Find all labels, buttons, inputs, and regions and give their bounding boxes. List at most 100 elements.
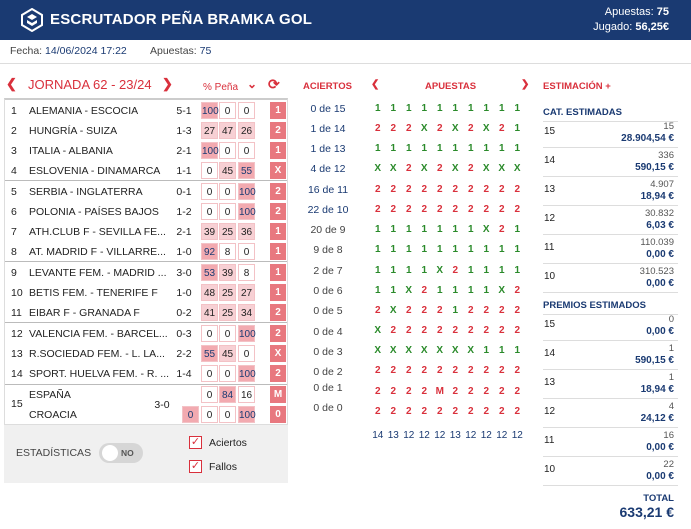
match-teams: SERBIA - INGLATERRA bbox=[29, 186, 143, 198]
apuesta-cell: X bbox=[420, 163, 428, 174]
apuesta-cell: 2 bbox=[498, 305, 505, 316]
pleno-row: 15 ESPAÑA CROACIA 3-0 0 84 16 0 0 0 100 M 0 bbox=[5, 384, 287, 424]
apuesta-cell: 1 bbox=[483, 143, 490, 154]
apuesta-cell: 1 bbox=[436, 285, 443, 296]
apuesta-cell: 2 bbox=[421, 386, 428, 397]
result-badge: 1 bbox=[270, 142, 286, 159]
apuesta-cell: 1 bbox=[436, 143, 443, 154]
pena-percent: 0 bbox=[219, 325, 236, 342]
match-teams: AT. MADRID F - VILLARRE... bbox=[29, 246, 166, 258]
pena-percent: 39 bbox=[201, 223, 218, 240]
aciertos-count: 16 de 11 bbox=[307, 184, 349, 196]
apuesta-cell: X bbox=[405, 285, 413, 296]
pena-percent: 25 bbox=[219, 223, 236, 240]
match-score: 0-1 bbox=[176, 186, 192, 198]
match-score: 3-0 bbox=[176, 267, 192, 279]
apuesta-cell: 1 bbox=[483, 345, 490, 356]
pena-percent: 0 bbox=[219, 102, 236, 119]
apuesta-cell: X bbox=[389, 163, 397, 174]
cat-label: 14 bbox=[544, 155, 556, 166]
app-title: ESCRUTADOR PEÑA BRAMKA GOL bbox=[50, 11, 313, 28]
prev-jornada-arrow-icon[interactable]: ❮ bbox=[6, 76, 17, 91]
match-number: 5 bbox=[11, 186, 17, 198]
apuesta-cell: 2 bbox=[405, 123, 412, 134]
apuesta-cell: X bbox=[498, 285, 506, 296]
premio-euros: 0,00 € bbox=[646, 471, 674, 482]
apuesta-cell: 1 bbox=[514, 265, 521, 276]
apuesta-cell: 1 bbox=[390, 244, 397, 255]
apuesta-cell: 2 bbox=[374, 204, 381, 215]
stats-label: ESTADÍSTICAS bbox=[16, 447, 92, 459]
match-number: 1 bbox=[11, 105, 17, 117]
pena-percent: 45 bbox=[219, 162, 236, 179]
match-teams: ATH.CLUB F - SEVILLA FE... bbox=[29, 226, 166, 238]
fallos-checkbox[interactable]: ✓ bbox=[189, 460, 202, 473]
aciertos-totals: 14 13 12 12 12 13 12 12 12 12 bbox=[370, 430, 525, 441]
match-teams: BETIS FEM. - TENERIFE F bbox=[29, 287, 158, 299]
apuesta-cell: 2 bbox=[452, 365, 459, 376]
result-badge: 1 bbox=[270, 264, 286, 281]
apuesta-cell: 2 bbox=[390, 325, 397, 336]
match-number: 3 bbox=[11, 145, 17, 157]
match-score: 2-1 bbox=[176, 145, 192, 157]
apuesta-cell: 2 bbox=[405, 325, 412, 336]
aciertos-count: 0 de 6 bbox=[313, 285, 343, 297]
match-row: 9 LEVANTE FEM. - MADRID ... 3-0 53 39 8 1 bbox=[5, 262, 287, 282]
pena-percent: 92 bbox=[201, 243, 218, 260]
refresh-icon[interactable]: ⟳ bbox=[268, 76, 280, 92]
match-score: 1-1 bbox=[176, 165, 192, 177]
result-badge: 1 bbox=[270, 243, 286, 260]
next-jornada-arrow-icon[interactable]: ❯ bbox=[162, 76, 173, 91]
apuesta-cell: 2 bbox=[405, 184, 412, 195]
match-score: 1-3 bbox=[176, 125, 192, 137]
result-badge: 2 bbox=[270, 325, 286, 342]
apuesta-cell: 1 bbox=[436, 224, 443, 235]
sort-chevron-down-icon[interactable]: ⌄ bbox=[247, 77, 258, 91]
result-badge: 1 bbox=[270, 102, 286, 119]
premio-row: 13 1 18,94 € bbox=[543, 371, 678, 399]
subheader: Fecha: 14/06/2024 17:22 Apuestas: 75 bbox=[0, 40, 691, 64]
apuesta-cell: 1 bbox=[390, 265, 397, 276]
prev-apuestas-arrow-icon[interactable]: ❮ bbox=[371, 79, 380, 90]
apuesta-cell: 2 bbox=[452, 184, 459, 195]
apuesta-cell: 2 bbox=[436, 163, 443, 174]
apuesta-cell: 1 bbox=[483, 285, 490, 296]
apuestas-header: APUESTAS bbox=[425, 81, 477, 92]
cat-row: 13 4.907 18,94 € bbox=[543, 178, 678, 206]
apuesta-cell: 2 bbox=[514, 386, 521, 397]
cat-euros: 18,94 € bbox=[640, 191, 674, 202]
pena-percent: 25 bbox=[219, 284, 236, 301]
pena-percent: 48 bbox=[201, 284, 218, 301]
apuesta-cell: X bbox=[389, 345, 397, 356]
next-apuestas-arrow-icon[interactable]: ❯ bbox=[521, 79, 530, 90]
total-value: 633,21 € bbox=[619, 504, 675, 520]
cat-euros: 590,15 € bbox=[635, 162, 674, 173]
apuesta-cell: X bbox=[389, 305, 397, 316]
pleno-home: ESPAÑA bbox=[29, 389, 71, 401]
apuesta-cell: 2 bbox=[405, 305, 412, 316]
apuesta-cell: 2 bbox=[498, 224, 505, 235]
cat-euros: 6,03 € bbox=[646, 220, 674, 231]
header-jugado: Jugado: 56,25€ bbox=[593, 21, 669, 33]
apuesta-cell: 1 bbox=[405, 244, 412, 255]
aciertos-total: 13 bbox=[449, 430, 461, 441]
match-teams: LEVANTE FEM. - MADRID ... bbox=[29, 267, 167, 279]
result-badge: 0 bbox=[270, 406, 286, 423]
apuesta-cell: 1 bbox=[483, 244, 490, 255]
aciertos-checkbox[interactable]: ✓ bbox=[189, 436, 202, 449]
stats-toggle[interactable]: NO bbox=[99, 443, 143, 463]
apuesta-cell: X bbox=[482, 163, 490, 174]
apuesta-cell: 1 bbox=[452, 103, 459, 114]
matches-table: 1 ALEMANIA - ESCOCIA 5-1 100 0 0 1 2 HUNGRÍA - S… bbox=[4, 98, 288, 425]
apuesta-cell: 2 bbox=[436, 184, 443, 195]
apuesta-cell: 1 bbox=[483, 103, 490, 114]
apuesta-cell: 1 bbox=[467, 103, 474, 114]
apuesta-cell: 1 bbox=[390, 285, 397, 296]
match-teams: ALEMANIA - ESCOCIA bbox=[29, 105, 139, 117]
pena-percent: 100 bbox=[201, 102, 219, 119]
